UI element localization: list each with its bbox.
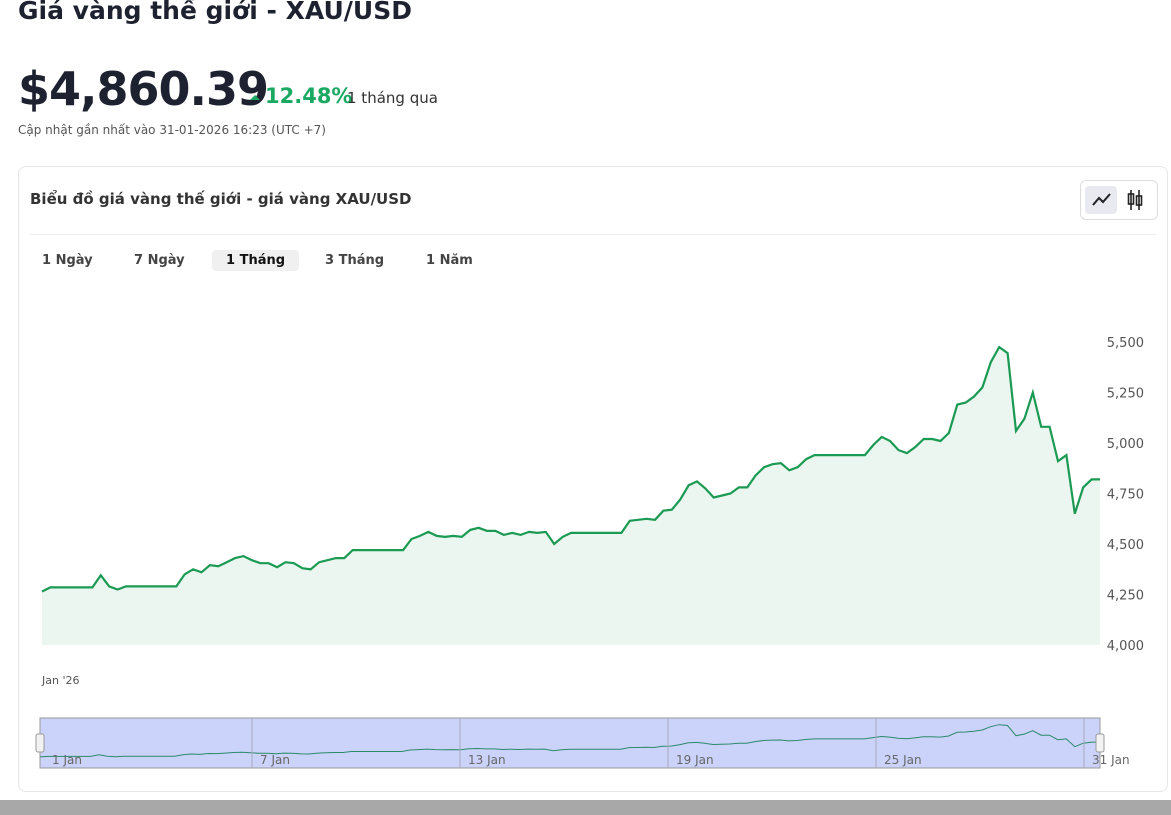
candle-mode[interactable] <box>1127 190 1143 210</box>
tab[interactable]: 7 Ngày <box>134 253 185 268</box>
y-tick-label: 4,000 <box>1107 639 1144 654</box>
tab[interactable]: 1 Tháng <box>212 250 300 271</box>
price: $4,860.39 <box>18 62 269 116</box>
navigator-label: 25 Jan <box>884 753 922 767</box>
y-tick-label: 4,250 <box>1107 589 1144 604</box>
y-tick-label: 5,000 <box>1107 437 1144 452</box>
y-tick-label: 4,750 <box>1107 488 1144 503</box>
chart-type-toggle <box>1080 180 1158 220</box>
chart-card <box>18 166 1168 792</box>
card-title: Biểu đồ giá vàng thế giới - giá vàng XAU… <box>30 190 412 208</box>
navigator-handle[interactable] <box>1095 733 1105 753</box>
navigator-line <box>39 724 1100 758</box>
area <box>42 347 1100 645</box>
y-tick-label: 5,500 <box>1107 336 1144 351</box>
y-tick-label: 5,250 <box>1107 387 1144 402</box>
tab[interactable]: 1 Năm <box>426 253 473 268</box>
tab[interactable]: 3 Tháng <box>325 253 385 268</box>
navigator-label: 1 Jan <box>52 753 82 767</box>
tab[interactable]: 1 Ngày <box>42 253 93 268</box>
toggle-icons <box>1085 186 1143 214</box>
navigator-label: 7 Jan <box>260 753 290 767</box>
divider <box>30 234 1156 235</box>
change: 12.48% <box>265 84 353 108</box>
y-tick-label: 4,500 <box>1107 538 1144 553</box>
page-title: Giá vàng thế giới - XAU/USD <box>18 0 412 25</box>
period: 1 tháng qua <box>347 89 438 107</box>
navigator-label: 31 Jan <box>1092 753 1130 767</box>
price-line <box>41 345 1100 593</box>
footer-bar <box>0 800 1171 815</box>
navigator <box>39 717 1101 769</box>
navigator-label: 13 Jan <box>468 753 506 767</box>
navigator-handle[interactable] <box>35 733 45 753</box>
navigator-label: 19 Jan <box>676 753 714 767</box>
x-axis-label: Jan '26 <box>41 674 79 687</box>
updated-time: Cập nhật gần nhất vào 31-01-2026 16:23 (… <box>18 123 326 137</box>
up-arrow <box>250 95 260 100</box>
